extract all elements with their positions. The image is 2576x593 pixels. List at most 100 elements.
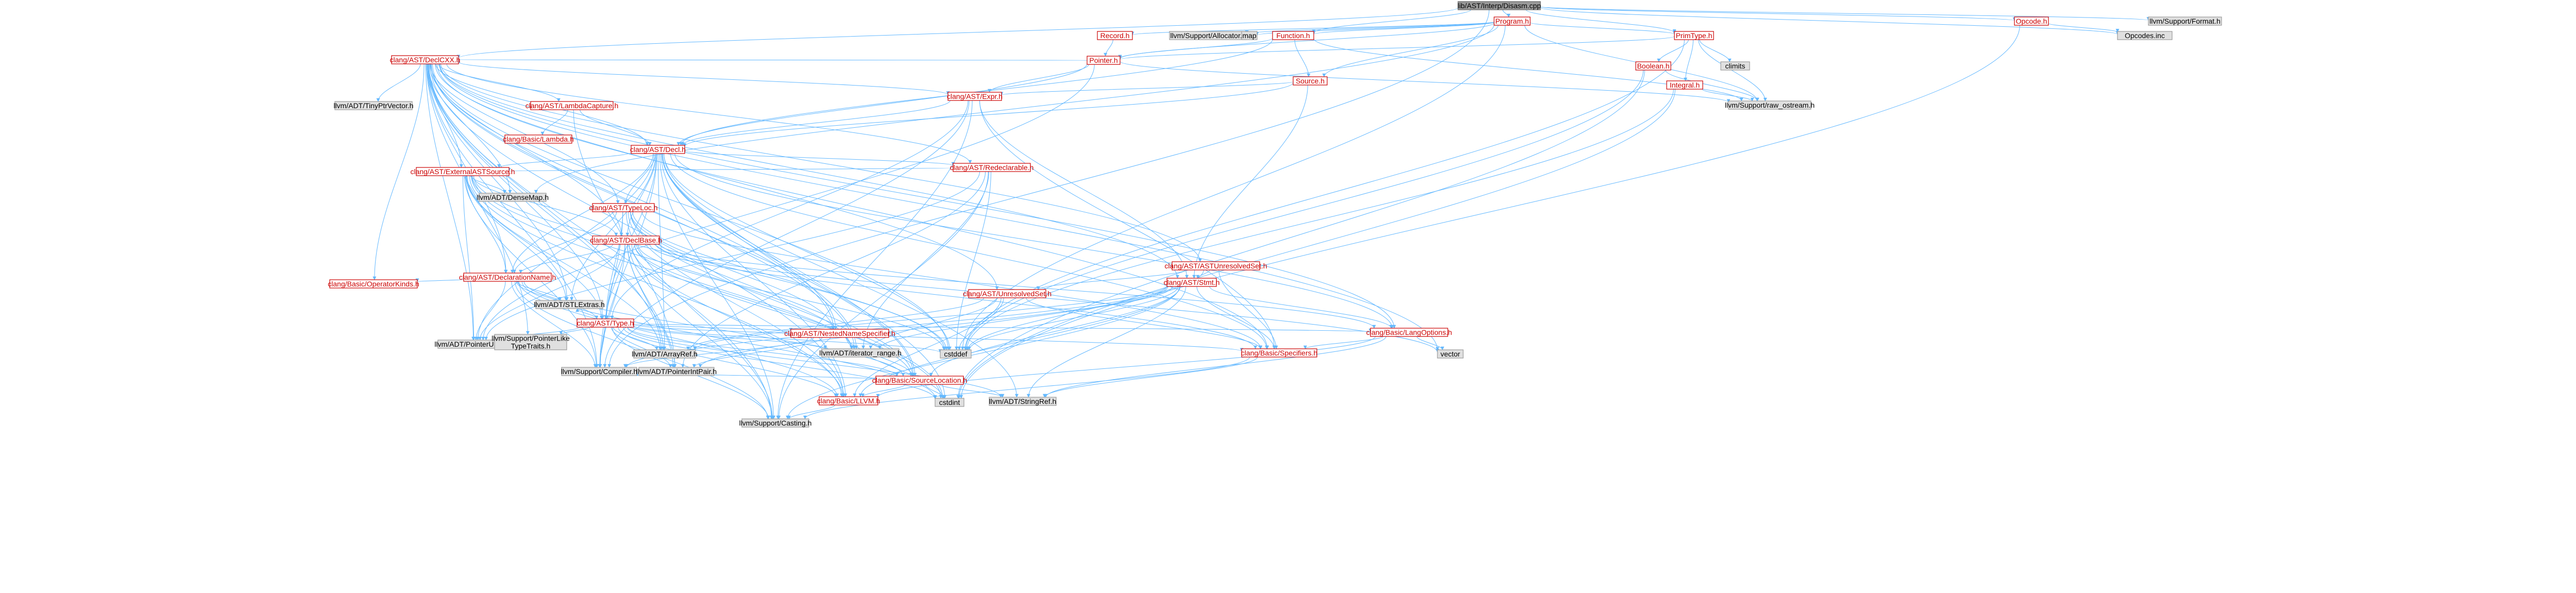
node-allocator[interactable]: llvm/Support/Allocator.h: [1169, 31, 1247, 40]
node-map[interactable]: map: [1241, 31, 1258, 40]
edge-stmt-to-casting: [786, 286, 1180, 419]
edge-langoptions-to-vector: [1416, 336, 1445, 350]
node-label-type: clang/AST/Type.h: [577, 319, 634, 327]
edge-declcxx-to-expr: [458, 61, 950, 95]
node-box-cstdint: [935, 398, 964, 407]
edge-externalastsource-to-cstddef: [473, 175, 946, 350]
edge-type-to-stlextras: [575, 308, 598, 319]
node-label-stlextras: llvm/ADT/STLExtras.h: [534, 300, 605, 309]
edge-specifiers-to-stringref: [1042, 357, 1258, 398]
node-cstddef[interactable]: cstddef: [940, 349, 972, 359]
edge-decl-to-pointerunion: [476, 153, 654, 341]
node-label-externalastsource: clang/AST/ExternalASTSource.h: [410, 167, 515, 176]
edge-program-to-source: [1322, 25, 1499, 77]
node-stlextras[interactable]: llvm/ADT/STLExtras.h: [534, 300, 605, 309]
node-operatorkinds[interactable]: clang/Basic/OperatorKinds.h: [328, 279, 419, 289]
node-expr[interactable]: clang/AST/Expr.h: [947, 92, 1003, 101]
edge-redeclarable-to-externalastsource: [508, 167, 954, 172]
node-unresolvedset[interactable]: clang/AST/UnresolvedSet.h: [963, 289, 1052, 298]
edge-declcxx-to-typeloc: [430, 63, 620, 204]
edge-redeclarable-to-pointerunion: [484, 171, 980, 341]
node-box-type: [577, 318, 634, 328]
node-specifiers[interactable]: clang/Basic/Specifiers.h: [1241, 348, 1318, 358]
node-label-map: map: [1242, 31, 1256, 40]
node-stmt[interactable]: clang/AST/Stmt.h: [1164, 278, 1220, 287]
node-box-record: [1097, 31, 1133, 40]
node-astunresolvedset[interactable]: clang/AST/ASTUnresolvedSet.h: [1164, 261, 1267, 270]
node-arrayref[interactable]: llvm/ADT/ArrayRef.h: [632, 349, 698, 359]
edge-typeloc-to-nestednamespecifier: [630, 211, 835, 330]
node-function[interactable]: Function.h: [1272, 31, 1314, 40]
edge-decl-to-typeloc: [624, 153, 656, 204]
edge-expr-to-type: [610, 100, 969, 319]
node-iterator_range[interactable]: llvm/ADT/iterator_range.h: [819, 348, 902, 358]
node-compiler[interactable]: llvm/Support/Compiler.h: [561, 367, 638, 376]
node-externalastsource[interactable]: clang/AST/ExternalASTSource.h: [410, 167, 515, 176]
node-cstdint[interactable]: cstdint: [935, 398, 964, 407]
node-box-pointerliketypetraits: [494, 334, 567, 350]
node-opcodes[interactable]: Opcodes.inc: [2117, 31, 2173, 40]
node-program[interactable]: Program.h: [1494, 16, 1531, 26]
node-label-stmt: clang/AST/Stmt.h: [1164, 278, 1220, 286]
node-lambda[interactable]: clang/Basic/Lambda.h: [503, 134, 574, 144]
edge-astunresolvedset-to-specifiers: [1218, 269, 1278, 349]
node-pointer[interactable]: Pointer.h: [1087, 56, 1121, 65]
node-llvmh[interactable]: clang/Basic/LLVM.h: [817, 396, 880, 405]
edge-pointer-to-decl: [676, 63, 1088, 146]
node-declcxx[interactable]: clang/AST/DeclCXX.h: [390, 55, 461, 64]
node-declarationname[interactable]: clang/AST/DeclarationName.h: [459, 273, 556, 282]
node-tinyptrvector[interactable]: llvm/ADT/TinyPtrVector.h: [333, 101, 414, 110]
node-declbase[interactable]: clang/AST/DeclBase.h: [590, 235, 662, 245]
node-box-externalastsource: [416, 167, 510, 176]
node-label-opcode: Opcode.h: [2016, 17, 2047, 25]
node-source[interactable]: Source.h: [1293, 76, 1328, 86]
edge-program-to-allocator: [1245, 22, 1495, 35]
node-label-source: Source.h: [1296, 77, 1325, 85]
node-vector[interactable]: vector: [1437, 349, 1464, 359]
node-root[interactable]: lib/AST/Interp/Disasm.cpp: [1458, 1, 1541, 10]
edge-stmt-to-iterator_range: [878, 286, 1173, 349]
node-box-cstddef: [940, 349, 972, 359]
node-boolean[interactable]: Boolean.h: [1635, 61, 1671, 71]
edge-declcxx-to-type: [427, 63, 605, 319]
edge-primtype-to-integral: [1684, 39, 1693, 81]
edge-typeloc-to-specifiers: [641, 211, 1263, 349]
edge-function-to-pointer: [1118, 38, 1273, 59]
edge-opcode-to-cstdint: [959, 25, 2020, 399]
edge-type-to-langoptions: [633, 323, 1371, 332]
node-format[interactable]: llvm/Support/Format.h: [2148, 16, 2222, 26]
node-redeclarable[interactable]: clang/AST/Redeclarable.h: [950, 163, 1034, 172]
node-record[interactable]: Record.h: [1097, 31, 1133, 40]
edge-declcxx-to-operatorkinds: [372, 63, 425, 280]
node-densemap[interactable]: llvm/ADT/DenseMap.h: [477, 193, 549, 202]
edge-boolean-to-cstdint: [956, 70, 1645, 399]
edge-declcxx-to-unresolvedset: [435, 63, 999, 290]
node-box-format: [2148, 16, 2222, 26]
node-lambdacapture[interactable]: clang/AST/LambdaCapture.h: [526, 101, 619, 110]
node-climits[interactable]: climits: [1720, 61, 1750, 71]
node-stringref[interactable]: llvm/ADT/StringRef.h: [989, 397, 1057, 406]
node-langoptions[interactable]: clang/Basic/LangOptions.h: [1366, 328, 1452, 337]
edge-declbase-to-casting: [629, 244, 774, 419]
edge-root-to-opcodes: [1540, 7, 2120, 35]
node-decl[interactable]: clang/AST/Decl.h: [630, 145, 686, 154]
node-sourcelocation[interactable]: clang/Basic/SourceLocation.h: [872, 376, 967, 385]
edge-type-to-pointerliketypetraits: [559, 327, 590, 335]
node-opcode[interactable]: Opcode.h: [2014, 16, 2049, 26]
edge-declarationname-to-sourcelocation: [523, 281, 905, 377]
node-primtype[interactable]: PrimType.h: [1674, 31, 1714, 40]
node-raw_ostream[interactable]: llvm/Support/raw_ostream.h: [1725, 100, 1815, 110]
node-pointerunion[interactable]: llvm/ADT/PointerUnion.h: [434, 340, 514, 349]
node-nestednamespecifier[interactable]: clang/AST/NestedNameSpecifier.h: [784, 329, 895, 338]
node-label-nestednamespecifier: clang/AST/NestedNameSpecifier.h: [784, 329, 895, 337]
node-type[interactable]: clang/AST/Type.h: [577, 318, 634, 328]
node-typeloc[interactable]: clang/AST/TypeLoc.h: [589, 203, 658, 212]
edge-expr-to-decl: [681, 100, 951, 146]
edge-declcxx-to-tinyptrvector: [376, 63, 421, 102]
edge-externalastsource-to-llvmh: [469, 175, 843, 397]
node-integral[interactable]: Integral.h: [1666, 80, 1703, 90]
node-pointerintpair[interactable]: llvm/ADT/PointerIntPair.h: [636, 367, 717, 376]
node-casting[interactable]: llvm/Support/Casting.h: [739, 418, 812, 428]
node-label-iterator_range: llvm/ADT/iterator_range.h: [819, 349, 902, 357]
